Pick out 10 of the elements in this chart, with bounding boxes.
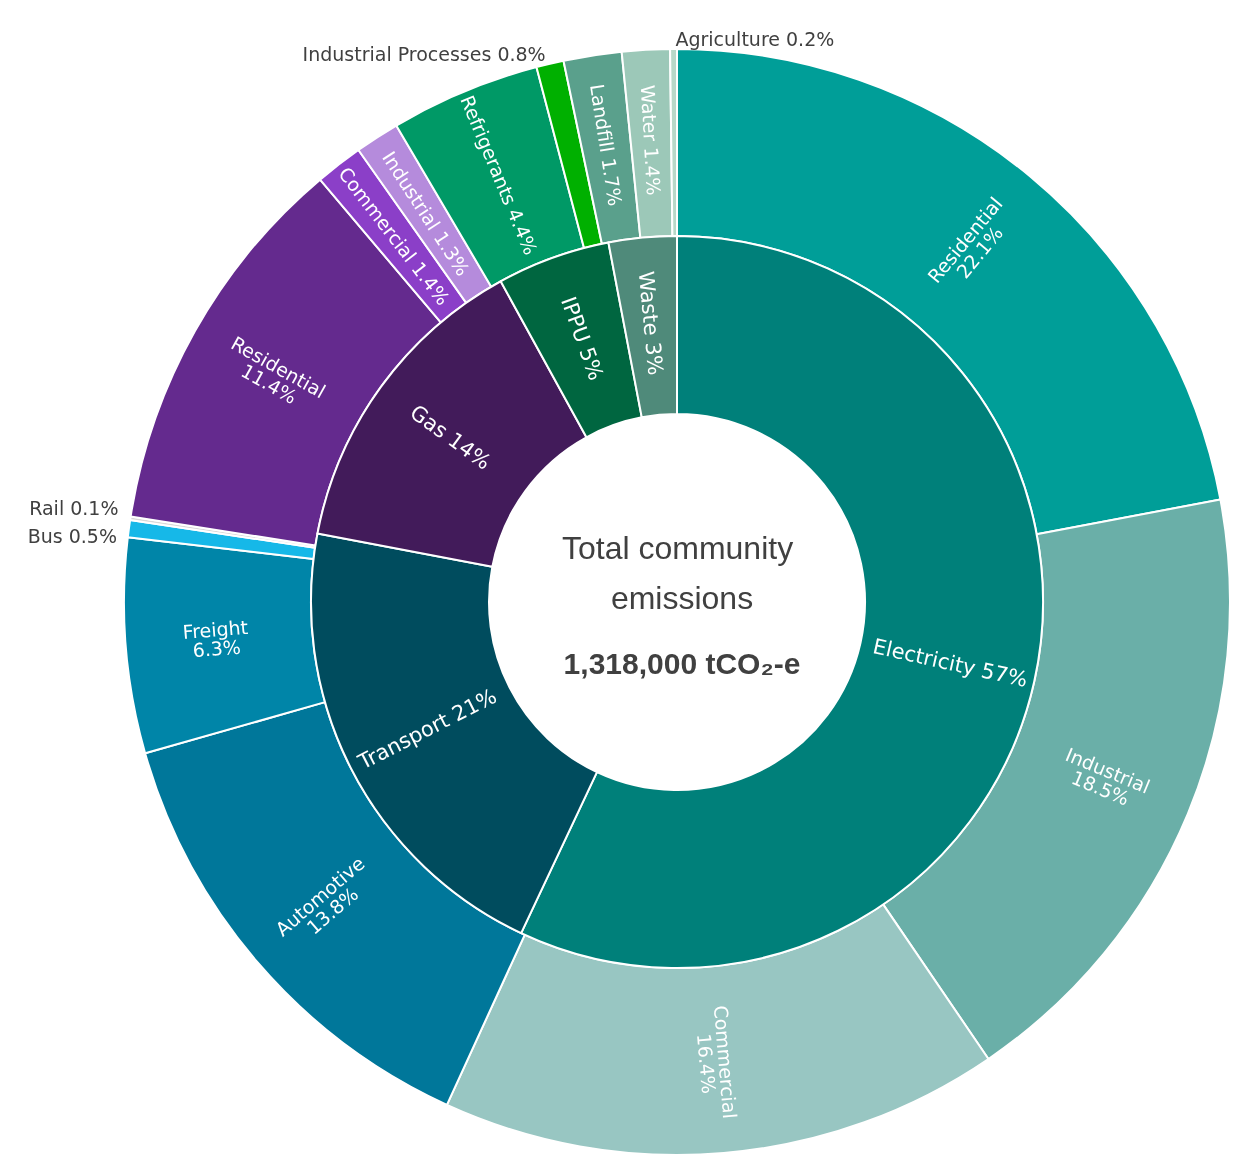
text: 1,318,000 tCO₂-e xyxy=(563,646,801,680)
slice-label: Bus 0.5% xyxy=(27,525,117,548)
slice-label: Landfill 1.7% xyxy=(586,82,627,208)
slice-label: Rail 0.1% xyxy=(29,497,119,520)
slice-label: Waste 3% xyxy=(633,270,668,377)
text: Total community emissions xyxy=(561,530,803,616)
slice-label: IPPU 5% xyxy=(556,293,609,384)
slice-label: Industrial Processes 0.8% xyxy=(302,43,546,66)
slice-label: Agriculture 0.2% xyxy=(675,28,835,51)
slice-label: Water 1.4% xyxy=(636,84,666,196)
